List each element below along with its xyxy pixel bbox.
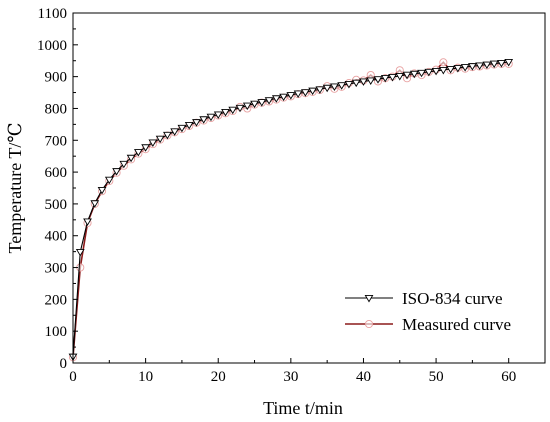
data-point-iso834 (482, 61, 492, 70)
legend-label-measured: Measured curve (402, 315, 511, 334)
data-point-iso834 (315, 86, 325, 94)
data-point-iso834 (206, 113, 216, 122)
y-tick-label: 100 (45, 324, 68, 340)
legend-label-iso834: ISO-834 curve (402, 289, 503, 308)
y-tick-label: 1100 (38, 6, 67, 22)
data-point-iso834 (453, 65, 463, 73)
data-point-iso834 (489, 60, 499, 69)
data-point-iso834 (235, 104, 245, 113)
legend-item-measured: Measured curve (345, 315, 511, 334)
data-point-iso834 (359, 78, 368, 86)
data-point-measured (395, 66, 404, 75)
x-tick-label: 50 (429, 369, 444, 385)
data-point-iso834 (75, 248, 85, 257)
data-point-iso834 (373, 76, 383, 84)
data-point-iso834 (133, 149, 143, 157)
data-point-iso834 (475, 62, 485, 70)
data-point-iso834 (192, 119, 201, 127)
data-point-iso834 (330, 83, 339, 91)
data-point-iso834 (388, 73, 397, 82)
data-point-iso834 (497, 59, 506, 68)
legend-item-iso834: ISO-834 curve (345, 289, 503, 308)
x-tick-label: 40 (356, 369, 371, 385)
data-point-iso834 (467, 63, 477, 71)
x-tick-label: 0 (69, 369, 77, 385)
plot-area (68, 58, 514, 362)
y-tick-label: 500 (45, 197, 68, 213)
data-point-iso834 (438, 66, 448, 75)
x-tick-label: 30 (283, 369, 298, 385)
data-point-iso834 (431, 67, 441, 76)
y-tick-label: 400 (45, 229, 68, 245)
data-point-iso834 (417, 69, 426, 78)
x-axis-title: Time t/min (263, 398, 343, 418)
data-point-iso834 (504, 59, 514, 67)
data-point-iso834 (170, 128, 180, 136)
data-point-iso834 (271, 95, 281, 103)
data-point-iso834 (308, 87, 318, 96)
data-point-iso834 (155, 135, 165, 144)
data-point-iso834 (184, 122, 194, 130)
y-tick-label: 0 (60, 356, 68, 372)
data-point-measured (439, 58, 448, 67)
data-point-iso834 (83, 218, 92, 226)
data-point-iso834 (141, 144, 151, 152)
series-line-iso834 (72, 61, 509, 357)
data-point-iso834 (228, 106, 238, 115)
data-point-iso834 (380, 74, 390, 83)
tick-labels: 0 10 20 30 40 50 60010020030040050060070080090… (37, 6, 516, 385)
data-point-iso834 (177, 124, 187, 133)
data-point-iso834 (264, 97, 274, 105)
x-tick-label: 10 (138, 369, 153, 385)
data-point-iso834 (344, 80, 354, 89)
data-point-iso834 (402, 71, 412, 80)
data-point-iso834 (148, 139, 158, 147)
axes (72, 12, 546, 364)
y-tick-label: 700 (45, 133, 68, 149)
y-tick-label: 600 (45, 165, 68, 181)
data-point-iso834 (250, 100, 259, 109)
data-point-iso834 (366, 77, 376, 85)
data-point-iso834 (395, 73, 405, 81)
data-point-iso834 (126, 154, 136, 163)
data-point-iso834 (293, 90, 303, 98)
legend-marker-iso834 (364, 295, 374, 303)
x-tick-label: 60 (501, 369, 516, 385)
data-point-iso834 (199, 116, 209, 124)
data-point-iso834 (112, 168, 121, 176)
data-point-iso834 (409, 70, 419, 79)
data-point-iso834 (90, 200, 100, 208)
data-point-iso834 (279, 93, 288, 102)
legend: ISO-834 curve Measured curve (345, 289, 511, 334)
data-point-iso834 (119, 160, 129, 169)
data-point-iso834 (286, 92, 296, 100)
data-point-iso834 (163, 131, 172, 140)
x-tick-label: 20 (211, 369, 226, 385)
series-line-measured (72, 61, 509, 358)
y-tick-label: 800 (45, 101, 68, 117)
data-point-iso834 (97, 186, 107, 195)
data-point-iso834 (424, 68, 434, 77)
data-point-iso834 (322, 84, 332, 93)
y-axis-title: Temperature T/℃ (5, 123, 25, 254)
y-tick-label: 900 (45, 70, 68, 86)
data-point-iso834 (446, 66, 455, 74)
series-iso834 (68, 59, 514, 362)
data-point-iso834 (104, 176, 114, 185)
data-point-iso834 (300, 89, 310, 97)
y-tick-label: 1000 (37, 38, 67, 54)
data-point-iso834 (257, 99, 267, 107)
data-point-iso834 (460, 64, 470, 72)
data-point-iso834 (213, 111, 223, 119)
legend-marker-measured (364, 319, 374, 329)
data-point-iso834 (351, 79, 361, 88)
data-point-iso834 (242, 102, 252, 111)
data-point-iso834 (221, 108, 230, 117)
y-tick-label: 200 (45, 292, 68, 308)
y-tick-label: 300 (45, 261, 68, 277)
data-point-iso834 (337, 82, 347, 90)
